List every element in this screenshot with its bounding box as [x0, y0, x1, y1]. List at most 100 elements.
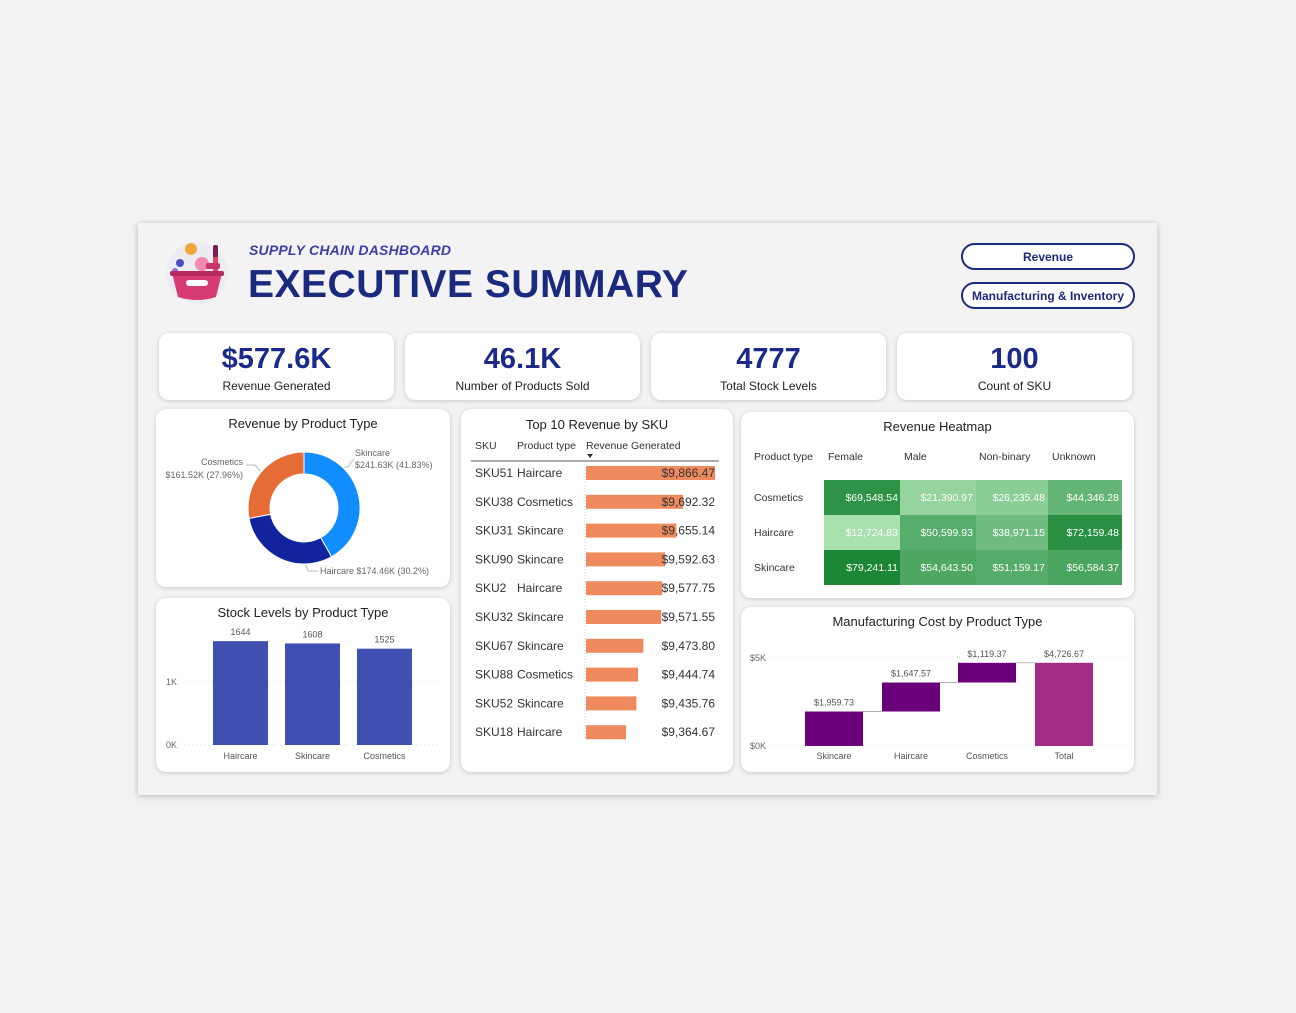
heatmap-value: $56,584.37: [1066, 562, 1119, 574]
x-tick-label: Cosmetics: [363, 751, 406, 761]
data-label: $1,647.57: [891, 669, 931, 679]
cell-product-type: Skincare: [517, 524, 564, 538]
cell-revenue: $9,577.75: [662, 581, 716, 595]
heatmap-value: $21,390.97: [920, 492, 973, 504]
kpi-label: Count of SKU: [977, 379, 1052, 393]
stock-bar-chart: 1K 0K 1644 Haircare 1608 Skincare 1525 Cosmetic…: [166, 627, 440, 761]
cell-product-type: Skincare: [517, 552, 564, 566]
column-header-product-type: Product type: [517, 440, 576, 452]
cell-product-type: Skincare: [517, 610, 564, 624]
cell-sku: SKU51: [475, 466, 513, 480]
y-tick-label: $5K: [750, 653, 766, 663]
revenue-bar: [586, 725, 626, 740]
chart-title: Revenue by Product Type: [228, 416, 378, 431]
donut-slice-skincare: [303, 451, 361, 558]
cell-revenue: $9,655.14: [662, 524, 716, 538]
chart-title: Top 10 Revenue by SKU: [525, 417, 669, 432]
heatmap-value: $12,724.83: [845, 527, 898, 539]
x-tick-label: Skincare: [816, 751, 851, 761]
cell-sku: SKU88: [475, 668, 513, 682]
kpi-value: 46.1K: [483, 343, 562, 375]
heatmap-value: $38,971.15: [992, 527, 1045, 539]
column-header-product-type: Product type: [754, 451, 813, 463]
leader-line: [246, 464, 261, 472]
heatmap-cell: [900, 480, 976, 515]
chart-title: Revenue Heatmap: [883, 419, 992, 434]
sort-desc-icon: [587, 454, 593, 458]
heatmap-value: $54,643.50: [920, 562, 973, 574]
slice-label: Haircare $174.46K (30.2%): [320, 566, 429, 576]
stock-levels-card: Stock Levels by Product Type 1K 0K 1644 Hai…: [156, 598, 450, 772]
kpi-value: $577.6K: [221, 343, 332, 375]
kpi-card-sku-count: 100 Count of SKU: [897, 333, 1132, 400]
revenue-bar: [586, 581, 663, 596]
heatmap-cell: [976, 480, 1048, 515]
revenue-nav-button[interactable]: Revenue: [961, 243, 1135, 270]
revenue-bar: [586, 696, 637, 711]
waterfall-bar-cosmetics: [958, 662, 1016, 683]
cell-revenue: $9,571.55: [662, 610, 716, 624]
manufacturing-inventory-nav-button[interactable]: Manufacturing & Inventory: [961, 282, 1135, 309]
kpi-card-products-sold: 46.1K Number of Products Sold: [405, 333, 640, 400]
heatmap-cell: [824, 550, 901, 585]
report-canvas: SUPPLY CHAIN DASHBOARD EXECUTIVE SUMMARY…: [138, 223, 1157, 795]
row-header: Cosmetics: [754, 492, 803, 504]
slice-label-name: Skincare: [355, 448, 390, 458]
kpi-label: Number of Products Sold: [455, 379, 590, 393]
cell-sku: SKU32: [475, 610, 513, 624]
cell-sku: SKU38: [475, 495, 513, 509]
kpi-card-revenue: $577.6K Revenue Generated: [159, 333, 394, 400]
row-header: Skincare: [754, 562, 795, 574]
heatmap-value: $72,159.48: [1066, 527, 1119, 539]
waterfall-bar-skincare: [805, 711, 863, 746]
heatmap-value: $50,599.93: [920, 527, 973, 539]
revenue-bar: [586, 638, 644, 653]
heatmap-value: $69,548.54: [845, 492, 898, 504]
cell-revenue: $9,473.80: [662, 639, 716, 653]
y-tick-label: 0K: [166, 740, 177, 750]
manufacturing-cost-card: Manufacturing Cost by Product Type $5K $0…: [741, 607, 1134, 772]
chart-title: Manufacturing Cost by Product Type: [832, 614, 1043, 629]
data-label: 1608: [302, 629, 322, 639]
cell-product-type: Skincare: [517, 696, 564, 710]
donut-slice-cosmetics: [247, 451, 305, 519]
x-tick-label: Cosmetics: [966, 751, 1009, 761]
revenue-bar: [586, 667, 639, 682]
donut-slice-haircare: [248, 513, 333, 565]
heatmap-value: $44,346.28: [1066, 492, 1119, 504]
x-tick-label: Haircare: [223, 751, 257, 761]
x-tick-label: Skincare: [295, 751, 330, 761]
heatmap-matrix: Product type Female Male Non-binary Unknown C…: [754, 451, 1122, 585]
x-tick-label: Total: [1054, 751, 1073, 761]
column-header-sku: SKU: [475, 440, 497, 452]
donut-chart: Skincare $241.63K (41.83%) Cosmetics $161.5…: [165, 448, 433, 576]
chart-title: Stock Levels by Product Type: [217, 605, 389, 620]
column-header: Unknown: [1052, 451, 1096, 463]
data-label: $1,959.73: [814, 698, 854, 708]
data-label: 1525: [374, 635, 394, 645]
column-header-revenue: Revenue Generated: [586, 440, 681, 452]
cell-sku: SKU52: [475, 696, 513, 710]
heatmap-cell: [1048, 480, 1122, 515]
cell-sku: SKU18: [475, 725, 513, 739]
kpi-card-stock-levels: 4777 Total Stock Levels: [651, 333, 886, 400]
waterfall-bar-haircare: [882, 682, 940, 712]
heatmap-value: $51,159.17: [992, 562, 1045, 574]
heatmap-cell: [976, 550, 1048, 585]
cell-revenue: $9,444.74: [662, 668, 716, 682]
column-header: Female: [828, 451, 863, 463]
slice-label-name: Cosmetics: [201, 457, 244, 467]
cell-sku: SKU31: [475, 524, 513, 538]
slice-label-value: $241.63K (41.83%): [355, 460, 433, 470]
waterfall-bar-total: [1035, 662, 1093, 746]
data-label: $1,119.37: [967, 649, 1006, 659]
revenue-bar: [586, 610, 662, 624]
revenue-bar: [586, 494, 684, 509]
bar-haircare: [213, 641, 268, 745]
kpi-value: 100: [990, 343, 1039, 375]
cell-sku: SKU90: [475, 552, 513, 566]
cell-sku: SKU67: [475, 639, 513, 653]
data-label: 1644: [230, 627, 250, 637]
cell-revenue: $9,364.67: [662, 725, 716, 739]
cell-revenue: $9,592.63: [662, 552, 716, 566]
